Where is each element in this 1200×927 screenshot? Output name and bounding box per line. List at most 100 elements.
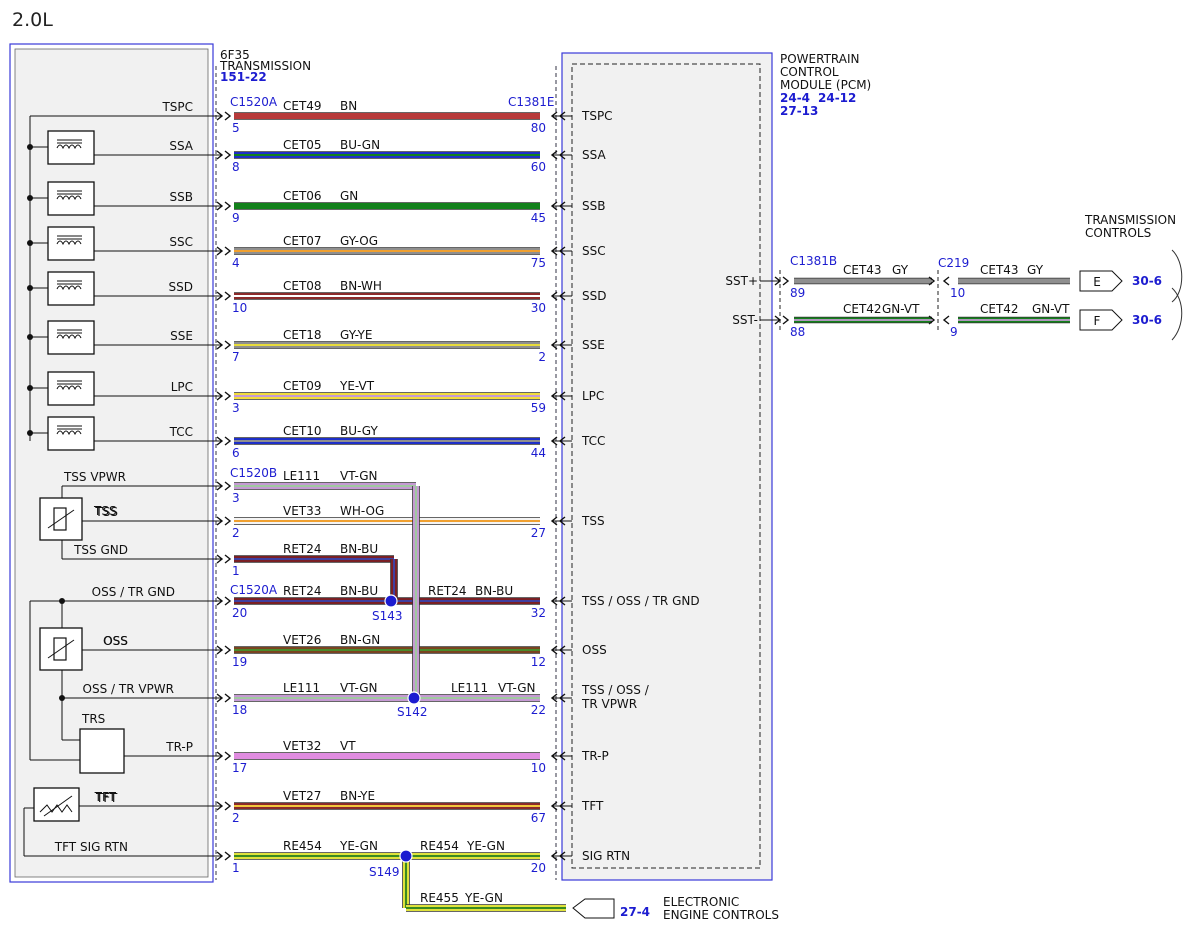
- circuit-14-tx-label: TR-P: [165, 740, 193, 754]
- circuit-16-tx-pin: 1: [232, 861, 240, 875]
- circuit-15-pcm-label: TFT: [581, 799, 604, 813]
- wires: S143 S142 S149: [234, 112, 566, 912]
- pcm-outline: [561, 52, 773, 881]
- tc-wire-1-arrow-d: [942, 315, 950, 325]
- circuit-11-pcm-label: TSS / OSS / TR GND: [581, 594, 700, 608]
- eec-ref[interactable]: 27-4: [620, 905, 650, 919]
- circuit-9-color: WH-OG: [340, 504, 384, 518]
- circuit-7-solenoid-coil: [56, 430, 82, 436]
- circuit-8-tx-arrow: [216, 481, 224, 491]
- circuit-5-tx-pin: 7: [232, 350, 240, 364]
- circuit-6-tx-arrow: [216, 391, 224, 401]
- circuit-13-color: VT-GN: [340, 681, 377, 695]
- circuit-15-color: BN-YE: [340, 789, 375, 803]
- circuit-2-circuit: CET06: [283, 189, 322, 203]
- pcm-ref-3[interactable]: 27-13: [780, 104, 818, 118]
- circuit-2-solenoid-node: [27, 195, 33, 201]
- tc-wire-0-inline-pin: 10: [950, 286, 965, 300]
- circuit-15-tx-arrow: [216, 801, 224, 811]
- circuit-7-tx-arrow: [216, 436, 224, 446]
- circuit-14-tx-pin: 17: [232, 761, 247, 775]
- circuit-4-tx-arrow: [216, 291, 224, 301]
- circuit-15-tx-arrow2: [224, 801, 232, 811]
- circuit-3-tx-arrow: [216, 246, 224, 256]
- circuit-6-solenoid-node: [27, 385, 33, 391]
- circuit-0-tx-pin: 5: [232, 121, 240, 135]
- tc-wire-0-pcm-label: SST+: [725, 274, 758, 288]
- tft-arrow: [43, 795, 73, 817]
- connector-c1381e: C1381E: [508, 95, 555, 109]
- circuit-2-tx-pin: 9: [232, 211, 240, 225]
- circuit-6-solenoid-coil: [56, 385, 82, 391]
- splice-s149-label: S149: [369, 865, 400, 879]
- circuit-14-color: VT: [340, 739, 356, 753]
- circuit-11-tx-label: OSS / TR GND: [92, 585, 175, 599]
- circuit-12-circuit: VET26: [283, 633, 321, 647]
- circuit-12-pcm-label: OSS: [582, 643, 607, 657]
- oss-gnd-node: [59, 598, 65, 604]
- connector-c1520b: C1520B: [230, 466, 277, 480]
- tc-wire-1-color-right: GN-VT: [1032, 302, 1070, 316]
- circuit-11-tx-pin: 20: [232, 606, 247, 620]
- circuit-5-tx-arrow: [216, 340, 224, 350]
- circuit-7-tx-pin: 6: [232, 446, 240, 460]
- circuit-14-tx-arrow: [216, 751, 224, 761]
- circuit-7-color: BU-GY: [340, 424, 378, 438]
- circuit-13-tx-arrow2: [224, 693, 232, 703]
- transmission-name-1: 6F35: [220, 48, 250, 62]
- circuit-0-tx-label: TSPC: [161, 100, 193, 114]
- circuit-5-tx-label: SSE: [170, 329, 193, 343]
- circuit-16-right-circuit: RE454: [420, 839, 459, 853]
- circuit-15-circuit: VET27: [283, 789, 321, 803]
- tc-wire-0-arrow-c: [928, 276, 936, 286]
- tc-wire-0-ref: 30-6: [1132, 274, 1162, 288]
- eec-circuit-label: RE455: [420, 891, 459, 905]
- circuit-0-tx-arrow: [216, 111, 224, 121]
- circuit-1-color: BU-GN: [340, 138, 380, 152]
- tc-wire-1-ref: 30-6: [1132, 313, 1162, 327]
- circuit-8-circuit: LE111: [283, 469, 320, 483]
- connector-c1520a-top: C1520A: [230, 95, 278, 109]
- tss-sensor-arrow: [47, 509, 75, 529]
- circuit-4-pcm-pin: 30: [531, 301, 546, 315]
- circuit-5-pcm-pin: 2: [538, 350, 546, 364]
- circuit-9-pcm-label: TSS: [581, 514, 605, 528]
- circuit-11-right-color: BN-BU: [475, 584, 513, 598]
- circuit-10-tx-pin: 1: [232, 564, 240, 578]
- circuit-0-pcm-label: TSPC: [581, 109, 613, 123]
- circuit-8-tx-arrow2: [224, 481, 232, 491]
- circuit-5-circuit: CET18: [283, 328, 322, 342]
- circuit-3-tx-pin: 4: [232, 256, 240, 270]
- splice-dot-2: [399, 849, 413, 863]
- circuit-16-tx-label: TFT SIG RTN: [54, 840, 128, 854]
- circuit-9-tx-arrow2: [224, 516, 232, 526]
- transmission-control-wires: SST+ E 30-6 89 10 CET43 GY CET43 GY SST- F 30-6 88 9 C…: [725, 263, 1162, 339]
- transmission-ref[interactable]: 151-22: [220, 70, 267, 84]
- circuit-0-circuit: CET49: [283, 99, 322, 113]
- tc-wire-0-arrow-d: [942, 276, 950, 286]
- connector-c1520a-oss: C1520A: [230, 583, 278, 597]
- circuit-4-solenoid-coil: [56, 285, 82, 291]
- pcm-ref-1[interactable]: 24-4: [780, 91, 810, 105]
- circuit-13-pcm-pin: 22: [531, 703, 546, 717]
- tc-wire-1-pcm-pin: 88: [790, 325, 805, 339]
- pcm-ref-2[interactable]: 24-12: [818, 91, 856, 105]
- circuit-3-solenoid-node: [27, 240, 33, 246]
- circuit-6-solenoid-box: [47, 371, 95, 406]
- circuit-2-pcm-label: SSB: [582, 199, 605, 213]
- tc-wire-0-arrow-b: [782, 276, 790, 286]
- circuit-10-tx-arrow2: [224, 554, 232, 564]
- circuit-3-color: GY-OG: [340, 234, 378, 248]
- tft-thermistor-icon: [39, 804, 73, 813]
- internal-components: TSPC TSPC 80 5 CET49 BN SSA SSA 60 8 CET05 BU-GN SSB…: [24, 99, 700, 875]
- splice-dot-0: [384, 594, 398, 608]
- circuit-1-tx-pin: 8: [232, 160, 240, 174]
- circuit-10-circuit: RET24: [283, 542, 322, 556]
- tss-label: TSS: [93, 504, 117, 518]
- tc-wire-0-circuit-left: CET43: [843, 263, 882, 277]
- tc-wire-1-inline-pin: 9: [950, 325, 958, 339]
- circuit-12-color: BN-GN: [340, 633, 380, 647]
- circuit-11-right-circuit: RET24: [428, 584, 467, 598]
- tc-wire-0-circuit-right: CET43: [980, 263, 1019, 277]
